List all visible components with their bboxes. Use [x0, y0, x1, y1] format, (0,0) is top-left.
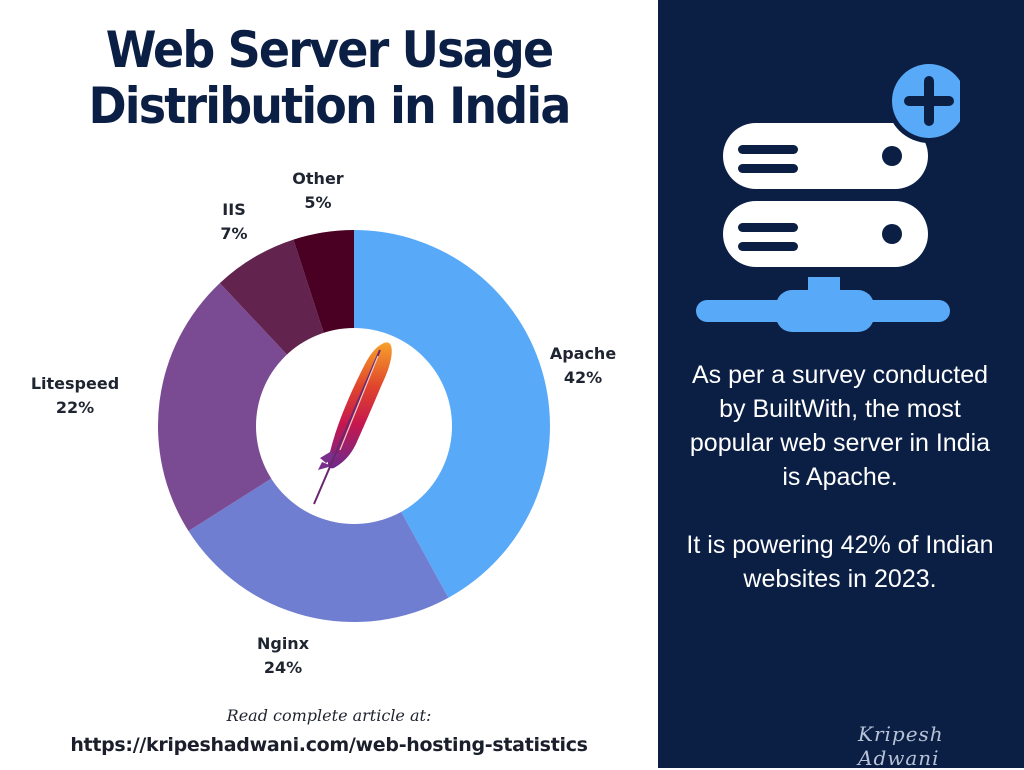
- label-apache: Apache 42%: [549, 344, 617, 387]
- donut-slices: [158, 230, 550, 622]
- author-signature: Kripesh Adwani: [858, 722, 944, 770]
- read-article-label: Read complete article at:: [226, 706, 432, 725]
- article-link[interactable]: https://kripeshadwani.com/web-hosting-st…: [70, 734, 588, 756]
- title-line-2: Distribution in India: [88, 77, 571, 135]
- label-iis: IIS 7%: [220, 200, 248, 243]
- title-line-1: Web Server Usage: [105, 21, 554, 79]
- label-nginx: Nginx 24%: [256, 634, 310, 677]
- description-text: As per a survey conducted by BuiltWith, …: [680, 358, 1000, 596]
- label-other: Other 5%: [292, 169, 344, 212]
- description-paragraph-2: It is powering 42% of Indian websites in…: [686, 531, 994, 593]
- page-title: Web Server Usage Distribution in India: [26, 22, 631, 134]
- apache-feather-icon: [313, 342, 392, 505]
- slice-litespeed: [158, 283, 354, 532]
- label-litespeed: Litespeed 22%: [30, 374, 120, 417]
- slice-nginx: [188, 426, 449, 622]
- description-paragraph-1: As per a survey conducted by BuiltWith, …: [689, 361, 991, 491]
- infographic-left-panel: Web Server Usage Distribution in India A…: [26, 22, 631, 756]
- server-add-icon: [696, 59, 960, 332]
- donut-chart: [158, 230, 550, 622]
